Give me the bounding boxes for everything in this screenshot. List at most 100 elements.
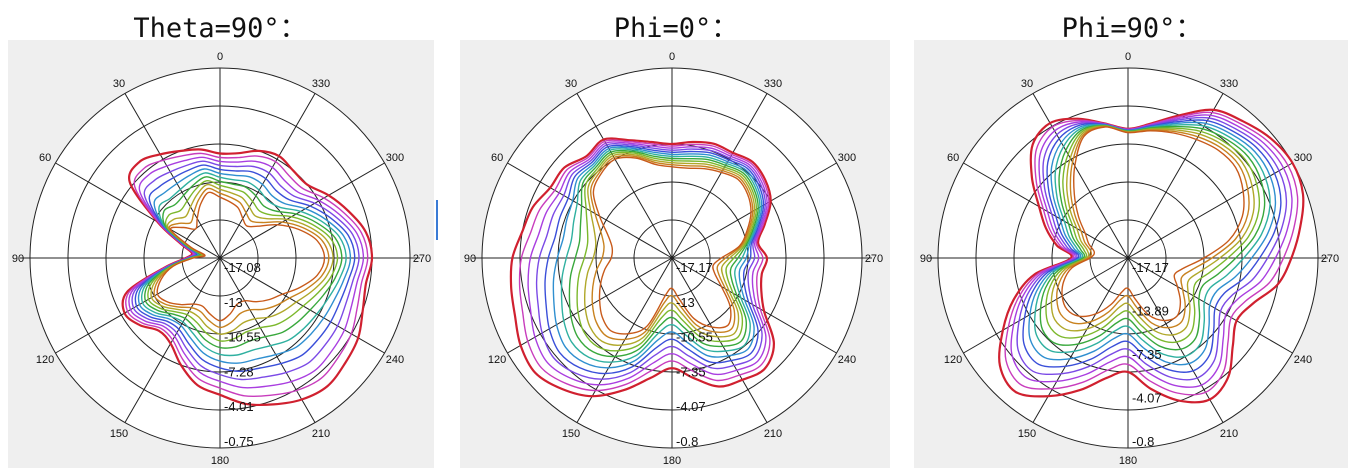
panel-divider [436,200,438,240]
series-curve [527,141,768,386]
panel-title: Phi=90°： [1061,13,1203,44]
angle-tick-label: 30 [113,78,125,90]
radial-tick-label: -17.08 [224,260,261,275]
angle-tick-label: 210 [1220,428,1238,440]
series-curve [1028,121,1277,366]
angle-tick-label: 210 [764,428,782,440]
angle-tick-label: 180 [1119,455,1137,467]
angle-tick-label: 120 [36,354,54,366]
series-curve [568,149,759,358]
radial-tick-label: -7.28 [224,364,254,379]
grid-spoke [963,162,1129,259]
radial-tick-label: -7.35 [1132,347,1162,362]
series-curve [544,144,765,375]
grid-spoke [219,257,385,354]
series-curve [592,156,752,335]
angle-tick-label: 240 [838,354,856,366]
polar-plot-theta90: 0 30 60 90 120 150 180 210 240 270 300 330 -17.08 -13… [12,51,431,467]
series-curve [509,137,776,398]
angle-tick-label: 150 [562,428,580,440]
series-curve [1004,111,1299,396]
angle-tick-label: 60 [39,152,51,164]
angle-tick-label: 270 [1321,253,1339,265]
angle-tick-label: 180 [663,455,681,467]
series-curve [1050,125,1255,336]
angle-tick-label: 90 [464,253,476,265]
angle-tick-label: 0 [217,51,223,63]
series-curve [150,183,334,335]
grid-spoke [576,257,673,423]
grid-spoke [55,162,221,259]
series-curve [147,180,339,342]
polar-plot-phi0: 0 30 60 90 120 150 180 210 240 270 300 330 -17.17 -13… [464,51,883,467]
angle-tick-label: 330 [312,78,330,90]
grid-spoke [1127,257,1224,423]
radial-tick-label: -13.89 [1132,304,1169,319]
series-curve [1016,116,1288,381]
series-curve [153,187,330,329]
polar-panel-phi90: Phi=90°： 0 30 60 90 120 150 180 210 240 270 300 330… [912,0,1352,472]
radial-tick-label: -4.07 [1132,391,1162,406]
angle-tick-label: 330 [764,78,782,90]
angle-tick-label: 120 [488,354,506,366]
angle-tick-label: 270 [865,253,883,265]
angle-tick-label: 240 [386,354,404,366]
radial-tick-label: -13 [224,295,243,310]
polar-plot-phi90: 0 30 60 90 120 150 180 210 240 270 300 330 -17.17 -13… [920,51,1339,467]
grid-spoke [507,162,673,259]
series-curve [1010,114,1293,388]
grid-spoke [1032,93,1129,259]
angle-tick-label: 90 [920,253,932,265]
angle-tick-label: 240 [1294,354,1312,366]
series-curve [1056,125,1250,329]
radial-tick-label: -0.8 [1132,434,1154,449]
series-curve [144,176,343,349]
angle-tick-label: 150 [1018,428,1036,440]
panel-title: Phi=0°： [613,13,739,44]
angle-tick-label: 60 [491,152,503,164]
series-curve [1033,123,1271,358]
polar-panel-theta90: Theta=90°： 0 30 60 90 120 150 180 210 240 270 300 3… [0,0,440,472]
grid-spoke [55,257,221,354]
series-curve [576,151,758,352]
angle-tick-label: 30 [565,78,577,90]
angle-tick-label: 60 [947,152,959,164]
grid-spoke [124,93,221,259]
angle-tick-label: 150 [110,428,128,440]
polar-panel-phi0: Phi=0°： 0 30 60 90 120 150 180 210 240 270 300 330 -… [456,0,896,472]
series-curve [1022,119,1282,373]
radial-tick-label: -17.17 [1132,260,1169,275]
grid-spoke [671,257,768,423]
radial-tick-label: -7.35 [676,364,706,379]
series-curve [589,154,754,341]
angle-tick-label: 210 [312,428,330,440]
series-curve [552,146,763,369]
radial-tick-label: -0.8 [676,434,698,449]
series-curve [998,108,1305,404]
angle-tick-label: 0 [1125,51,1131,63]
angle-tick-label: 120 [944,354,962,366]
angle-tick-label: 0 [669,51,675,63]
series-curve [583,153,756,346]
angle-tick-label: 300 [386,152,404,164]
grid-spoke [219,257,316,423]
radial-tick-label: -4.01 [224,399,254,414]
angle-tick-label: 300 [838,152,856,164]
series-curve [1039,124,1266,351]
angle-tick-label: 90 [12,253,24,265]
radial-tick-label: -13 [676,295,695,310]
angle-tick-label: 330 [1220,78,1238,90]
angle-tick-label: 270 [413,253,431,265]
radial-tick-label: -0.75 [224,434,254,449]
grid-spoke [671,93,768,259]
radial-tick-label: -10.55 [676,330,713,345]
series-curve [535,142,767,380]
series-curve [560,148,761,363]
radial-tick-label: -10.55 [224,330,261,345]
series-curve [1061,126,1245,322]
series-curve [156,191,326,322]
grid-spoke [671,257,837,354]
grid-spoke [576,93,673,259]
radial-tick-label: -17.17 [676,260,713,275]
angle-tick-label: 180 [211,455,229,467]
